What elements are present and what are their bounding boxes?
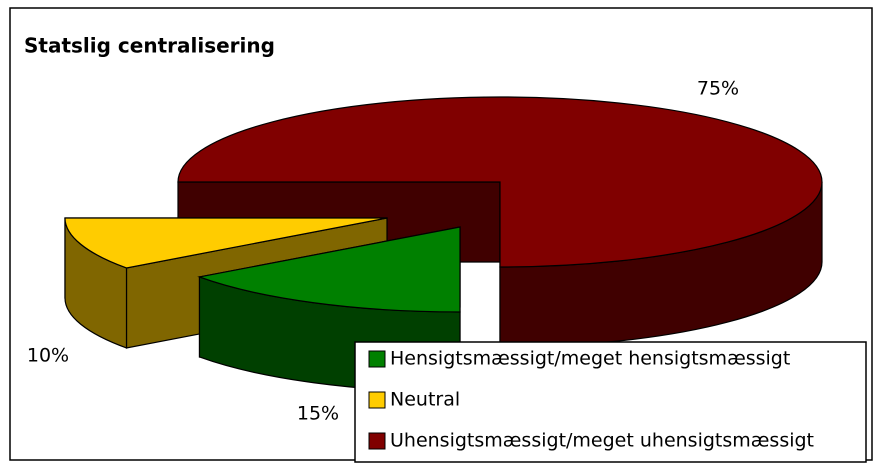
legend-label: Uhensigtsmæssigt/meget uhensigtsmæssigt [390,430,814,452]
legend-label: Hensigtsmæssigt/meget hensigtsmæssigt [390,348,790,370]
legend: Hensigtsmæssigt/meget hensigtsmæssigt Neu… [354,341,867,463]
data-label: 75% [697,78,739,100]
legend-swatch [368,350,386,368]
slice-top [197,226,461,313]
data-labels: 15% 10% 75% [27,78,739,425]
legend-label: Neutral [390,389,460,411]
data-label: 15% [297,403,339,425]
data-label: 10% [27,345,69,367]
legend-box [354,341,867,463]
pie [64,96,823,393]
legend-swatch [368,391,386,409]
chart-title: Statslig centralisering [24,34,275,58]
legend-swatch [368,432,386,450]
slice-top [177,96,823,268]
slice-top [64,217,388,269]
